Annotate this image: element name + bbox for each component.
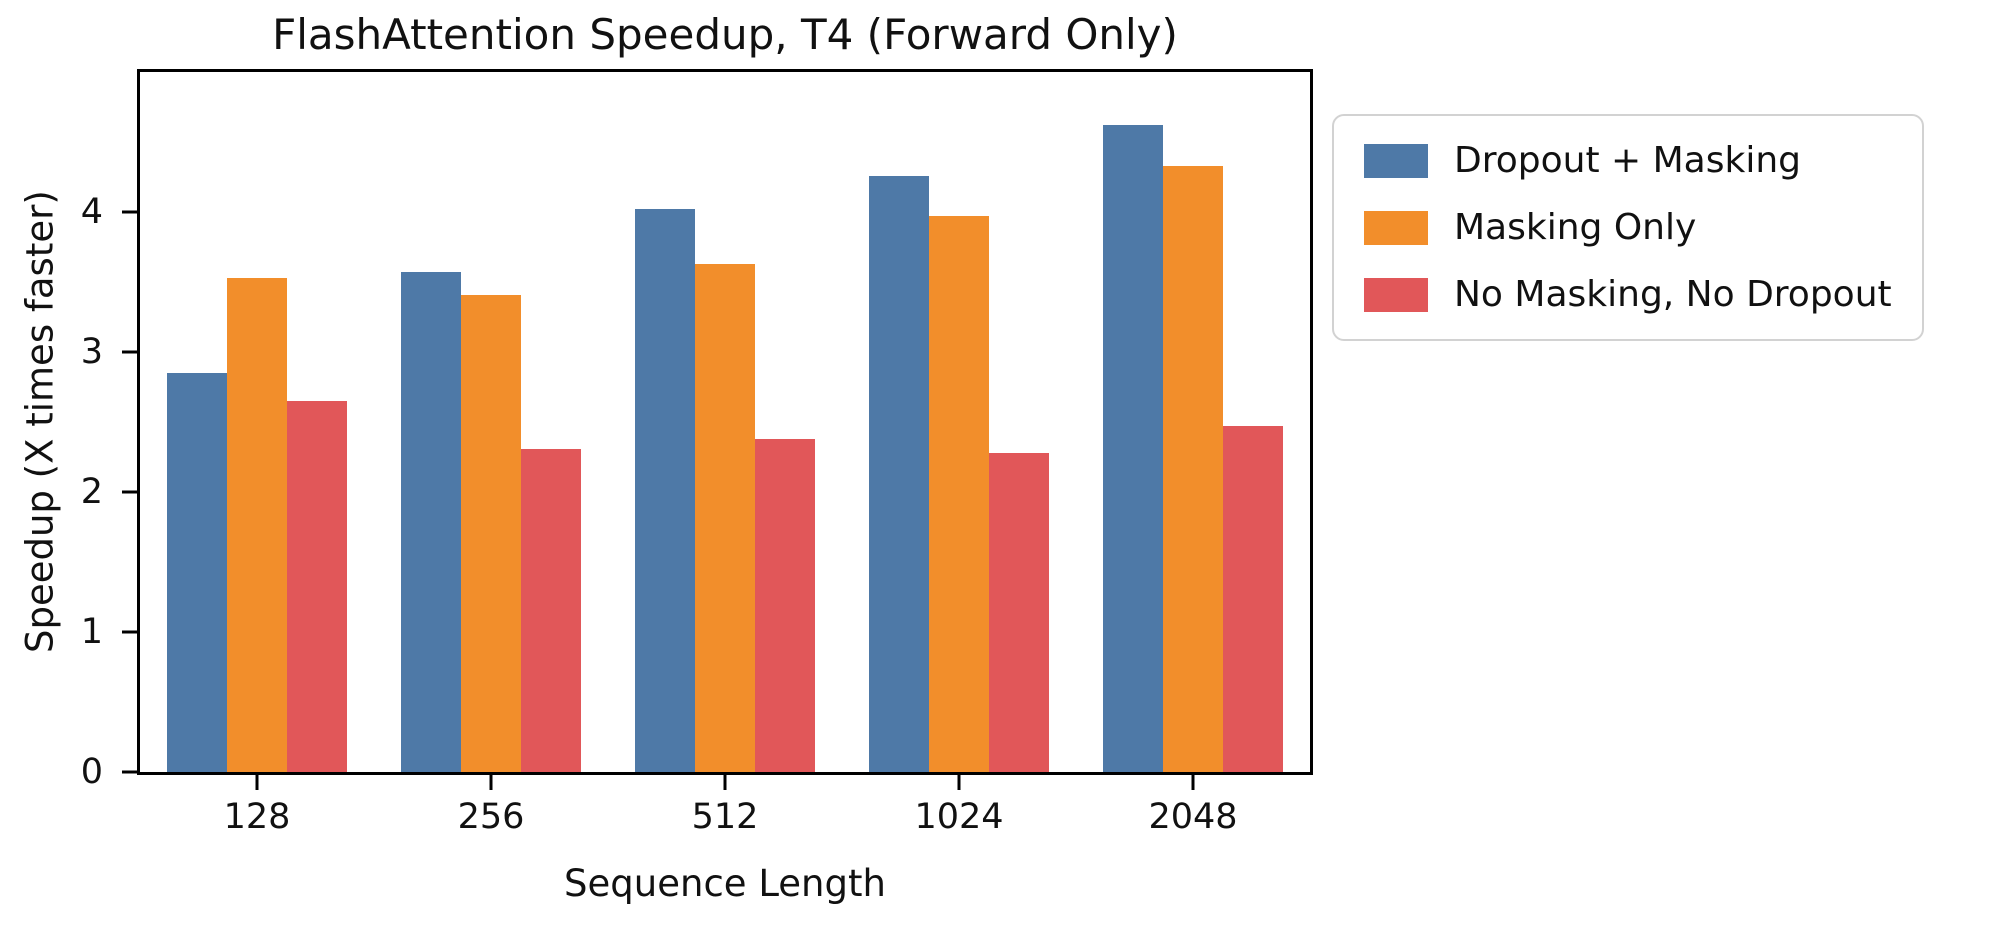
- x-axis-label: Sequence Length: [564, 862, 886, 905]
- bar: [287, 401, 347, 772]
- chart-title: FlashAttention Speedup, T4 (Forward Only…: [272, 10, 1178, 59]
- bar: [869, 175, 929, 772]
- y-tick-label: 3: [80, 332, 103, 372]
- y-tick-label: 1: [80, 612, 103, 652]
- x-tick-label: 128: [223, 797, 291, 837]
- x-tick-mark: [723, 775, 727, 790]
- bar-group: [608, 72, 842, 772]
- legend-label: Masking Only: [1454, 207, 1697, 248]
- bar: [1103, 125, 1163, 772]
- x-tick-mark: [255, 775, 259, 790]
- y-tick-mark: [122, 350, 137, 354]
- y-tick-mark: [122, 210, 137, 214]
- legend-swatch: [1364, 210, 1428, 245]
- x-axis: 128 256 512 1024 2048: [140, 775, 1310, 855]
- legend-entry: Masking Only: [1364, 207, 1892, 248]
- legend-entry: No Masking, No Dropout: [1364, 274, 1892, 315]
- bar: [401, 272, 461, 772]
- x-tick-label: 1024: [914, 797, 1004, 837]
- x-tick-label: 256: [457, 797, 525, 837]
- bar: [695, 263, 755, 772]
- bar: [461, 294, 521, 772]
- plot-area: [137, 69, 1313, 775]
- y-tick-label: 2: [80, 472, 103, 512]
- bar: [1223, 426, 1283, 772]
- x-tick-mark: [1191, 775, 1195, 790]
- legend-entry: Dropout + Masking: [1364, 140, 1892, 181]
- bar: [1163, 165, 1223, 772]
- x-tick-label: 512: [691, 797, 759, 837]
- bar-group: [140, 72, 374, 772]
- legend-swatch: [1364, 277, 1428, 312]
- legend-label: Dropout + Masking: [1454, 140, 1802, 181]
- y-tick-mark: [122, 490, 137, 494]
- y-tick-label: 0: [80, 752, 103, 792]
- bar: [635, 209, 695, 772]
- y-tick-label: 4: [80, 192, 103, 232]
- bar: [227, 277, 287, 772]
- y-tick-mark: [122, 770, 137, 774]
- bar: [167, 373, 227, 772]
- bar-group: [374, 72, 608, 772]
- bar-group: [1076, 72, 1310, 772]
- bar: [989, 452, 1049, 772]
- bars-container: [140, 72, 1310, 772]
- y-axis: 0 1 2 3 4: [0, 69, 137, 792]
- legend-label: No Masking, No Dropout: [1454, 274, 1892, 315]
- y-tick-mark: [122, 630, 137, 634]
- x-tick-mark: [957, 775, 961, 790]
- x-tick-label: 2048: [1148, 797, 1238, 837]
- legend-swatch: [1364, 143, 1428, 178]
- bar: [929, 216, 989, 772]
- x-tick-mark: [489, 775, 493, 790]
- legend: Dropout + Masking Masking Only No Masking,…: [1332, 114, 1924, 341]
- bar-group: [842, 72, 1076, 772]
- bar: [755, 438, 815, 772]
- bar: [521, 448, 581, 772]
